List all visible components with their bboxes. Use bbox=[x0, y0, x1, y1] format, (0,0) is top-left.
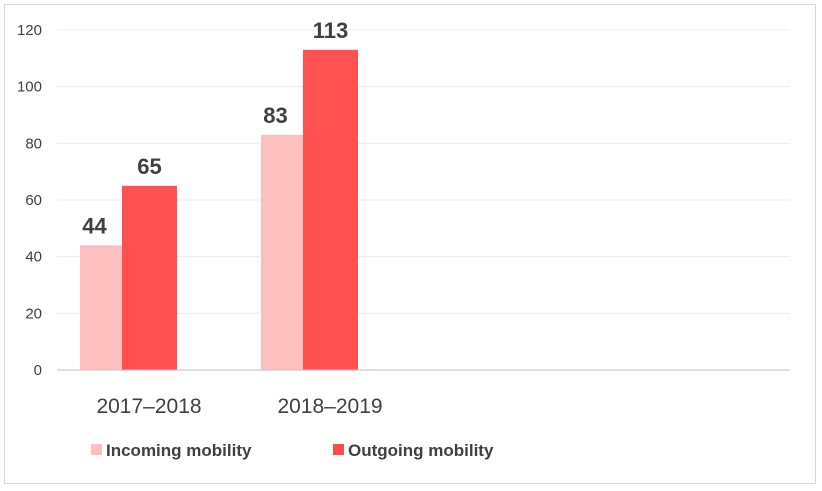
x-category-label: 2017–2018 bbox=[96, 395, 201, 418]
legend-label: Incoming mobility bbox=[106, 441, 252, 460]
y-tick-label: 120 bbox=[17, 22, 42, 39]
legend-label: Outgoing mobility bbox=[348, 441, 494, 460]
data-label: 83 bbox=[263, 103, 287, 128]
y-tick-label: 40 bbox=[25, 249, 42, 266]
x-category-label: 2018–2019 bbox=[277, 395, 382, 418]
y-tick-label: 60 bbox=[25, 192, 42, 209]
x-axis-category-labels: 2017–2018 2018–2019 bbox=[96, 395, 382, 418]
data-label: 65 bbox=[137, 154, 161, 179]
y-tick-label: 100 bbox=[17, 79, 42, 96]
outgoing-bar bbox=[122, 185, 177, 370]
legend: Incoming mobility Outgoing mobility bbox=[91, 441, 494, 460]
outgoing-bar bbox=[303, 49, 358, 370]
y-axis-tick-labels: 0 20 40 60 80 100 120 bbox=[17, 22, 42, 379]
y-tick-label: 80 bbox=[25, 135, 42, 152]
legend-swatch bbox=[91, 444, 102, 455]
legend-swatch bbox=[333, 444, 344, 455]
data-labels: 44 83 65 113 bbox=[82, 18, 349, 238]
legend-item-incoming: Incoming mobility bbox=[91, 441, 252, 460]
data-label: 44 bbox=[82, 213, 107, 238]
legend-item-outgoing: Outgoing mobility bbox=[333, 441, 494, 460]
y-tick-label: 20 bbox=[25, 305, 42, 322]
bars bbox=[80, 49, 358, 370]
gridlines bbox=[57, 29, 790, 314]
data-label: 113 bbox=[313, 18, 349, 43]
y-tick-label: 0 bbox=[34, 362, 42, 379]
